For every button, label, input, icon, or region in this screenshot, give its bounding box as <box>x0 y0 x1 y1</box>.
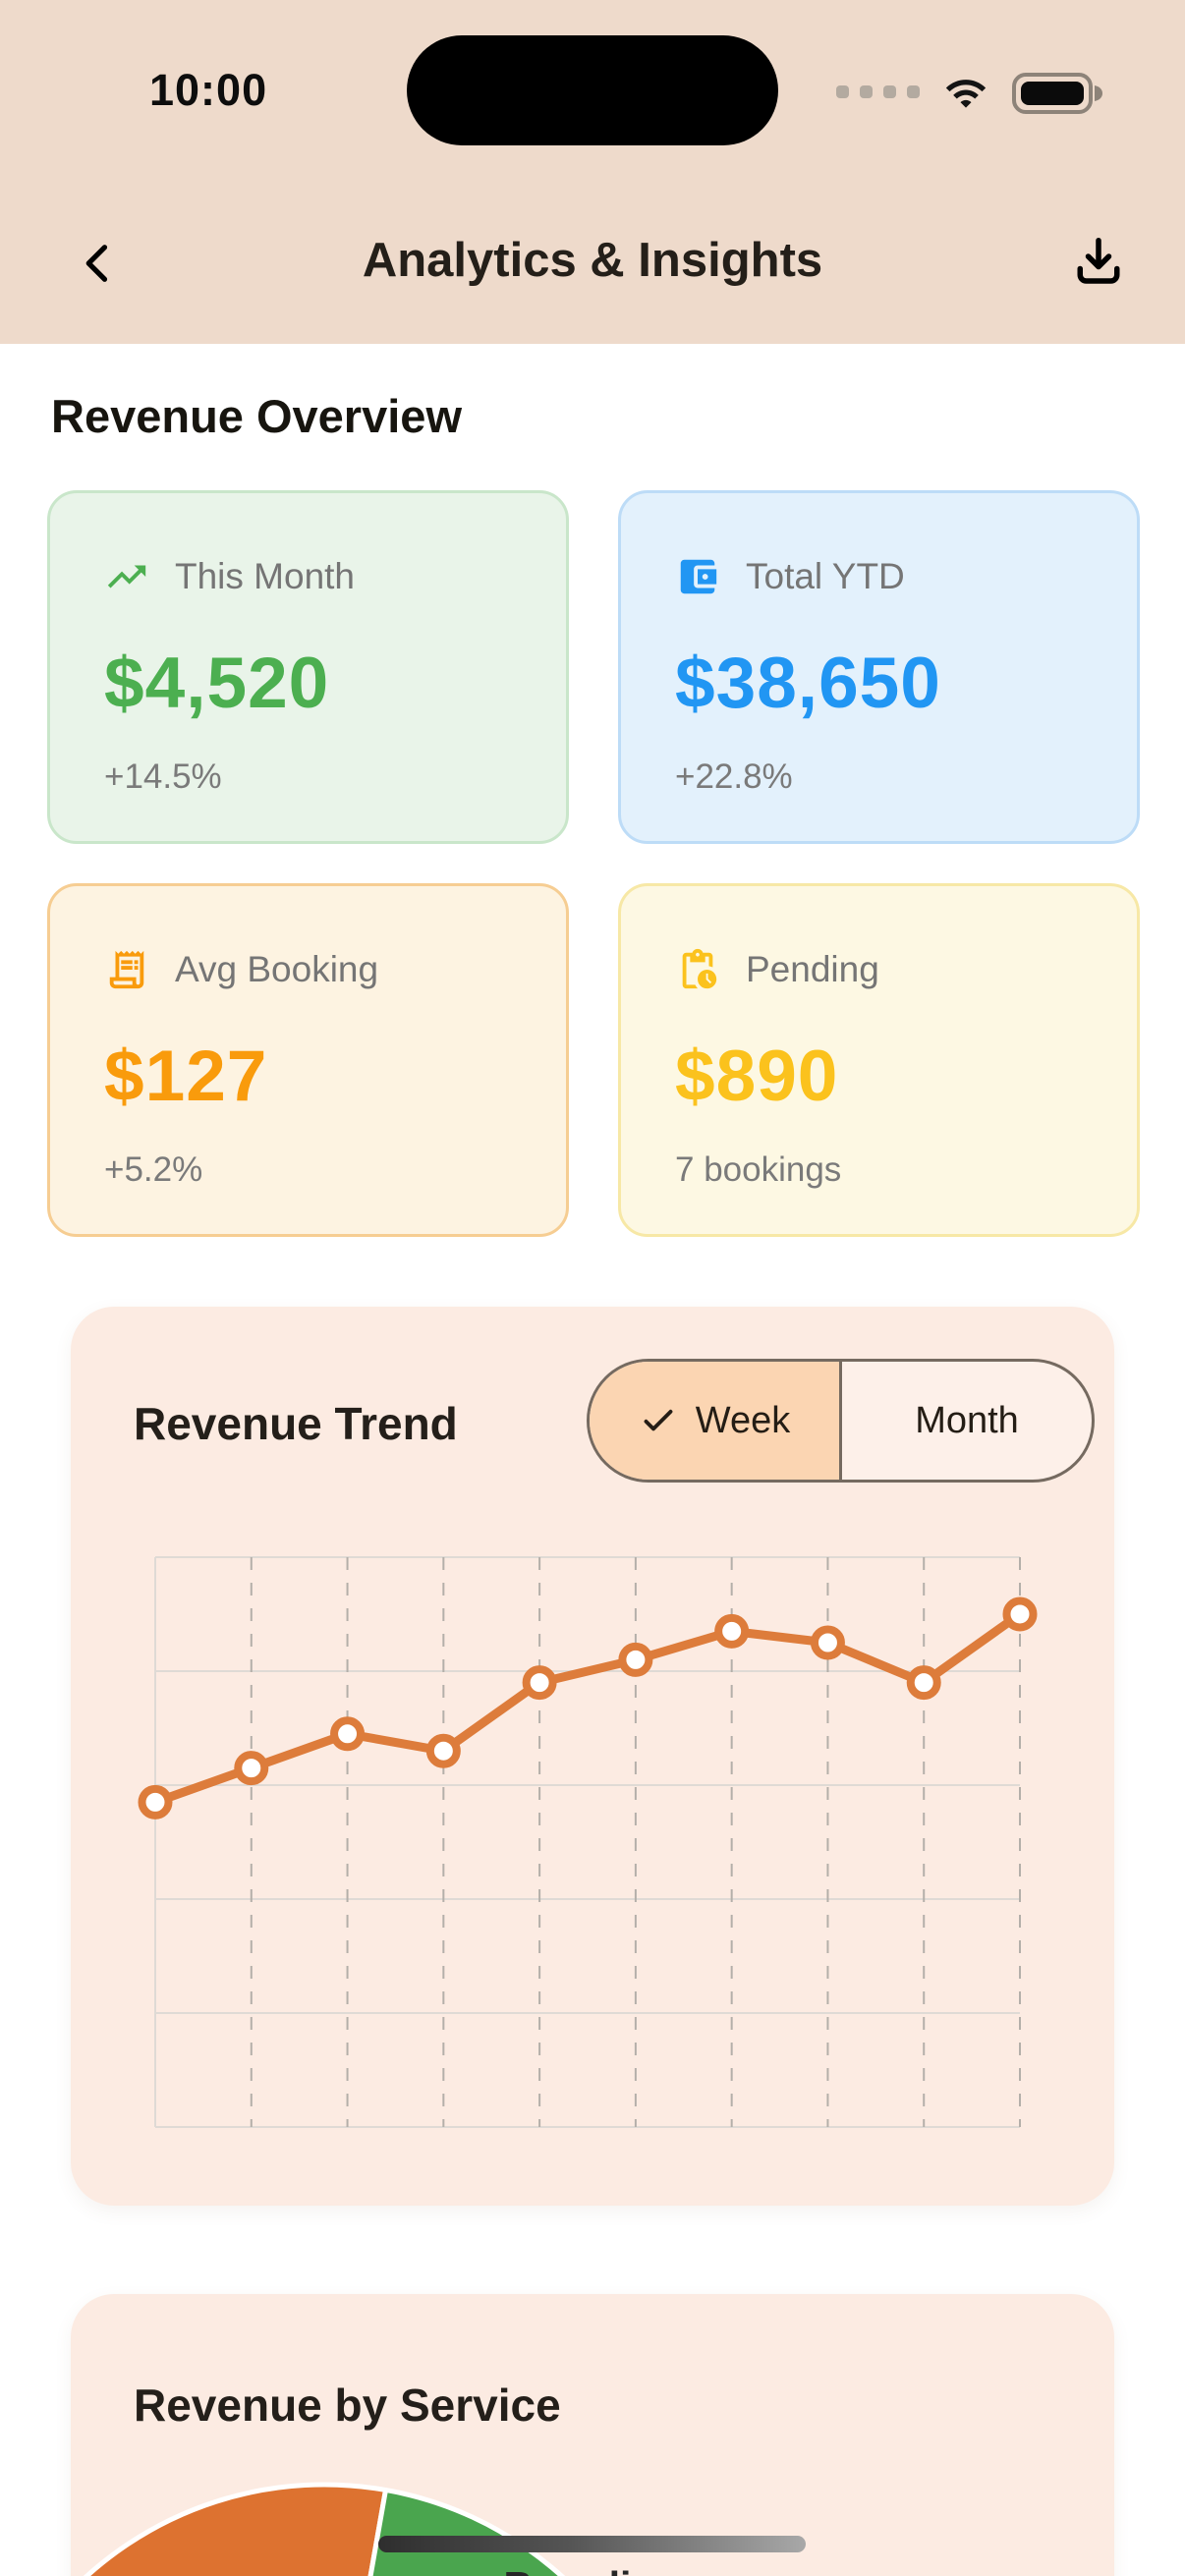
metric-label: Pending <box>746 949 879 989</box>
revenue-by-service-title: Revenue by Service <box>134 2380 561 2431</box>
metric-label: This Month <box>175 556 356 596</box>
metric-sub: +5.2% <box>104 1150 203 1189</box>
trending-up-icon <box>104 554 149 599</box>
metric-cards-grid: This Month $4,520 +14.5% Total YTD $38,6… <box>47 490 1140 1237</box>
status-icons <box>836 69 1106 118</box>
toggle-month[interactable]: Month <box>842 1362 1092 1480</box>
metric-card-this-month: This Month $4,520 +14.5% <box>47 490 569 844</box>
metric-value: $38,650 <box>675 644 941 723</box>
metric-sub: 7 bookings <box>675 1150 842 1189</box>
metric-sub: +14.5% <box>104 757 222 796</box>
toggle-week-label: Week <box>695 1399 791 1441</box>
revenue-by-service-card: Revenue by Service Boarding <box>71 2294 1114 2576</box>
dynamic-island <box>407 35 778 145</box>
check-icon <box>644 1409 673 1431</box>
page-title: Analytics & Insights <box>362 234 823 287</box>
metric-label: Total YTD <box>746 556 905 596</box>
header-area: 10:00 Analytics & Insights <box>0 0 1185 344</box>
legend-bar <box>378 2536 806 2552</box>
legend-label: Boarding <box>378 2563 806 2576</box>
revenue-trend-card: Revenue Trend Week Month <box>71 1307 1114 2206</box>
status-time: 10:00 <box>149 65 268 115</box>
revenue-trend-chart <box>138 1556 1038 2128</box>
metric-card-total-ytd: Total YTD $38,650 +22.8% <box>618 490 1140 844</box>
metric-value: $127 <box>104 1036 268 1116</box>
metric-label: Avg Booking <box>175 949 379 989</box>
toggle-month-label: Month <box>915 1399 1019 1441</box>
section-title: Revenue Overview <box>51 390 462 442</box>
metric-sub: +22.8% <box>675 757 793 796</box>
revenue-by-service-pie <box>83 2482 566 2576</box>
receipt-icon <box>104 947 149 992</box>
metric-card-avg-booking: Avg Booking $127 +5.2% <box>47 883 569 1237</box>
metric-value: $890 <box>675 1036 839 1116</box>
wallet-icon <box>675 554 720 599</box>
back-button[interactable] <box>73 229 124 298</box>
period-toggle: Week Month <box>587 1359 1095 1483</box>
battery-icon <box>1012 73 1102 114</box>
cellular-signal-icon <box>836 84 920 102</box>
toggle-week[interactable]: Week <box>590 1362 842 1480</box>
revenue-trend-title: Revenue Trend <box>134 1398 458 1449</box>
wifi-icon <box>945 80 987 108</box>
metric-value: $4,520 <box>104 644 330 723</box>
nav-bar: Analytics & Insights <box>0 211 1185 324</box>
clipboard-clock-icon <box>675 947 720 992</box>
metric-card-pending: Pending $890 7 bookings <box>618 883 1140 1237</box>
download-button[interactable] <box>1069 229 1128 294</box>
